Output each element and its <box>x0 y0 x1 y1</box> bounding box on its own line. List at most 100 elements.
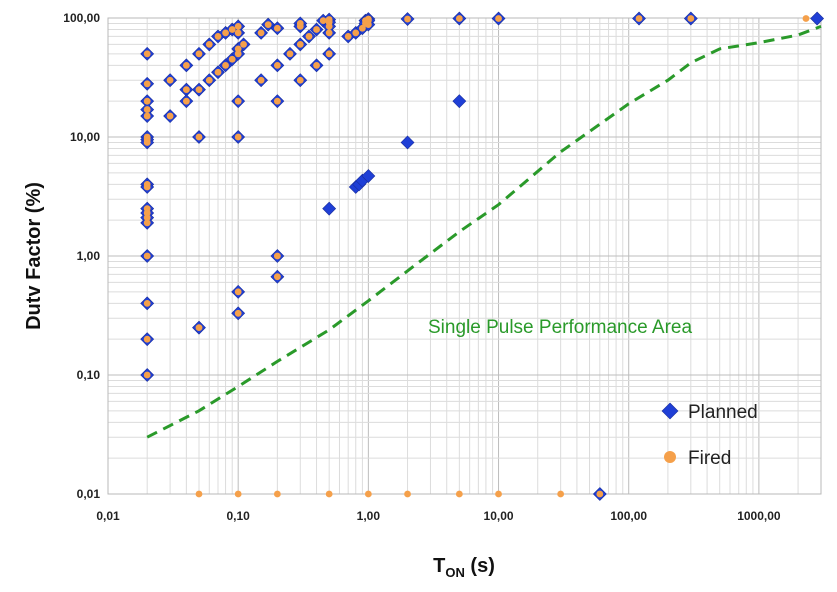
fired-point <box>143 252 151 260</box>
legend-fired-label: Fired <box>688 448 731 469</box>
fired-point <box>325 29 333 37</box>
x-tick-label: 1,00 <box>357 509 381 523</box>
y-tick-label: 100,00 <box>63 11 100 25</box>
fired-point <box>364 490 372 498</box>
x-axis-title-main: T <box>433 555 445 577</box>
x-tick-label: 10,00 <box>484 509 514 523</box>
fired-point <box>273 61 281 69</box>
fired-point <box>234 309 242 317</box>
fired-point <box>222 61 229 69</box>
fired-point <box>296 76 304 84</box>
fired-point <box>240 41 247 48</box>
fired-point <box>495 15 502 22</box>
fired-point <box>143 80 151 88</box>
fired-point <box>182 61 190 69</box>
y-tick-labels: 0,01 0,10 1,00 10,00 100,00 <box>63 11 100 501</box>
legend-planned-label: Planned <box>688 402 758 423</box>
fired-point <box>313 26 320 33</box>
fired-point <box>273 490 281 498</box>
y-axis-title: Dutv Factor (%) <box>23 182 45 330</box>
fired-point <box>257 76 265 84</box>
fired-point <box>319 17 327 25</box>
fired-point <box>273 273 281 281</box>
fired-point <box>344 33 352 40</box>
planned-point <box>361 169 376 183</box>
x-tick-label: 100,00 <box>610 509 647 523</box>
performance-area-annotation: Single Pulse Performance Area <box>428 317 692 338</box>
fired-point <box>234 45 242 53</box>
fired-point <box>143 209 151 217</box>
fired-point <box>143 97 151 105</box>
legend-planned-diamond <box>661 402 679 420</box>
planned-series-markers <box>140 11 825 501</box>
fired-point <box>182 86 190 94</box>
planned-point <box>400 135 415 150</box>
fired-point <box>143 371 151 379</box>
fired-point <box>143 106 151 113</box>
fired-point <box>557 490 565 498</box>
fired-point <box>305 33 313 40</box>
fired-point <box>264 21 272 29</box>
fired-point <box>455 15 463 22</box>
x-tick-label: 1000,00 <box>737 509 781 523</box>
fired-point <box>273 97 281 105</box>
fired-point <box>313 61 320 69</box>
fired-point <box>273 24 281 32</box>
fired-point <box>234 133 242 141</box>
fired-point <box>214 68 222 76</box>
legend-fired-marker <box>664 451 676 463</box>
fired-point <box>455 490 463 498</box>
fired-point <box>166 112 174 120</box>
fired-point <box>166 76 174 84</box>
planned-point <box>810 11 825 26</box>
y-tick-label: 0,10 <box>77 368 101 382</box>
x-axis-title-unit: (s) <box>465 555 495 577</box>
fired-point <box>195 133 203 141</box>
fired-point <box>296 41 304 48</box>
fired-point <box>325 22 333 30</box>
single-pulse-limit-curve <box>146 24 822 439</box>
fired-point <box>404 490 411 498</box>
fired-point <box>802 15 810 22</box>
legend-planned-marker <box>661 402 679 420</box>
x-tick-label: 0,10 <box>226 509 250 523</box>
y-tick-label: 1,00 <box>77 249 101 263</box>
fired-point <box>143 299 151 307</box>
fired-point <box>214 33 222 40</box>
fired-point <box>205 76 213 84</box>
fired-point <box>143 335 151 343</box>
planned-point <box>322 201 337 216</box>
x-axis-title-subscript: ON <box>445 565 465 580</box>
fired-point <box>195 50 203 58</box>
fired-point <box>195 490 203 498</box>
fired-point <box>234 288 242 296</box>
fired-point <box>143 50 151 58</box>
fired-point <box>205 41 213 48</box>
fired-point <box>228 55 236 63</box>
fired-series-markers <box>143 15 810 498</box>
fired-point <box>495 490 502 498</box>
fired-point <box>143 219 151 227</box>
fired-point <box>234 97 242 105</box>
x-tick-labels: 0,01 0,10 1,00 10,00 100,00 1000,00 <box>96 509 781 523</box>
y-tick-label: 0,01 <box>77 487 101 501</box>
fired-point <box>257 29 265 37</box>
fired-point <box>635 15 643 22</box>
legend-fired-circle <box>664 451 676 463</box>
fired-point <box>596 490 604 498</box>
fired-point <box>234 22 242 30</box>
planned-point <box>452 94 467 109</box>
fired-point <box>143 183 151 191</box>
fired-point <box>296 22 304 30</box>
x-tick-label: 0,01 <box>96 509 120 523</box>
fired-point <box>195 86 203 94</box>
grid-lines <box>107 18 822 495</box>
fired-point <box>234 50 242 58</box>
fired-point <box>228 26 236 33</box>
fired-point <box>352 29 360 37</box>
fired-point <box>195 324 203 332</box>
fired-point <box>364 21 372 29</box>
fired-point <box>143 139 151 146</box>
y-tick-label: 10,00 <box>70 130 100 144</box>
